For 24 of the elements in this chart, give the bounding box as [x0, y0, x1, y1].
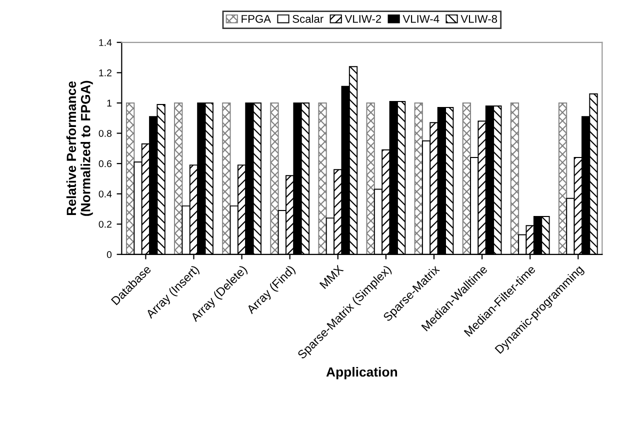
bar: [462, 102, 471, 254]
y-axis-title: Relative Performance (Normalized to FPGA): [66, 80, 93, 216]
bar: [510, 102, 520, 254]
legend-label: VLIW-2: [344, 14, 382, 23]
y-tick-label: 0.4: [98, 190, 112, 198]
y-tick-label: 1.4: [99, 39, 112, 46]
y-tick-label: 0: [106, 251, 112, 258]
legend-label: VLIW-4: [402, 15, 440, 23]
legend-label: VLIW-8: [460, 14, 498, 23]
legend-label: FPGA: [242, 14, 272, 23]
y-tick-label: 1: [107, 100, 112, 106]
x-axis-title: Application: [326, 366, 398, 380]
bar: [558, 102, 568, 254]
bar: [174, 102, 183, 254]
y-tick-label: 0.2: [98, 220, 112, 228]
bar: [270, 102, 279, 254]
bar: [318, 102, 327, 254]
bar: [222, 102, 231, 254]
y-tick-label: 0.6: [98, 160, 112, 168]
y-tick-label: 0.8: [98, 130, 112, 137]
y-tick-label: 1.2: [99, 69, 112, 76]
bar: [126, 102, 135, 254]
bar: [366, 102, 375, 254]
legend-label: Scalar: [292, 14, 324, 23]
